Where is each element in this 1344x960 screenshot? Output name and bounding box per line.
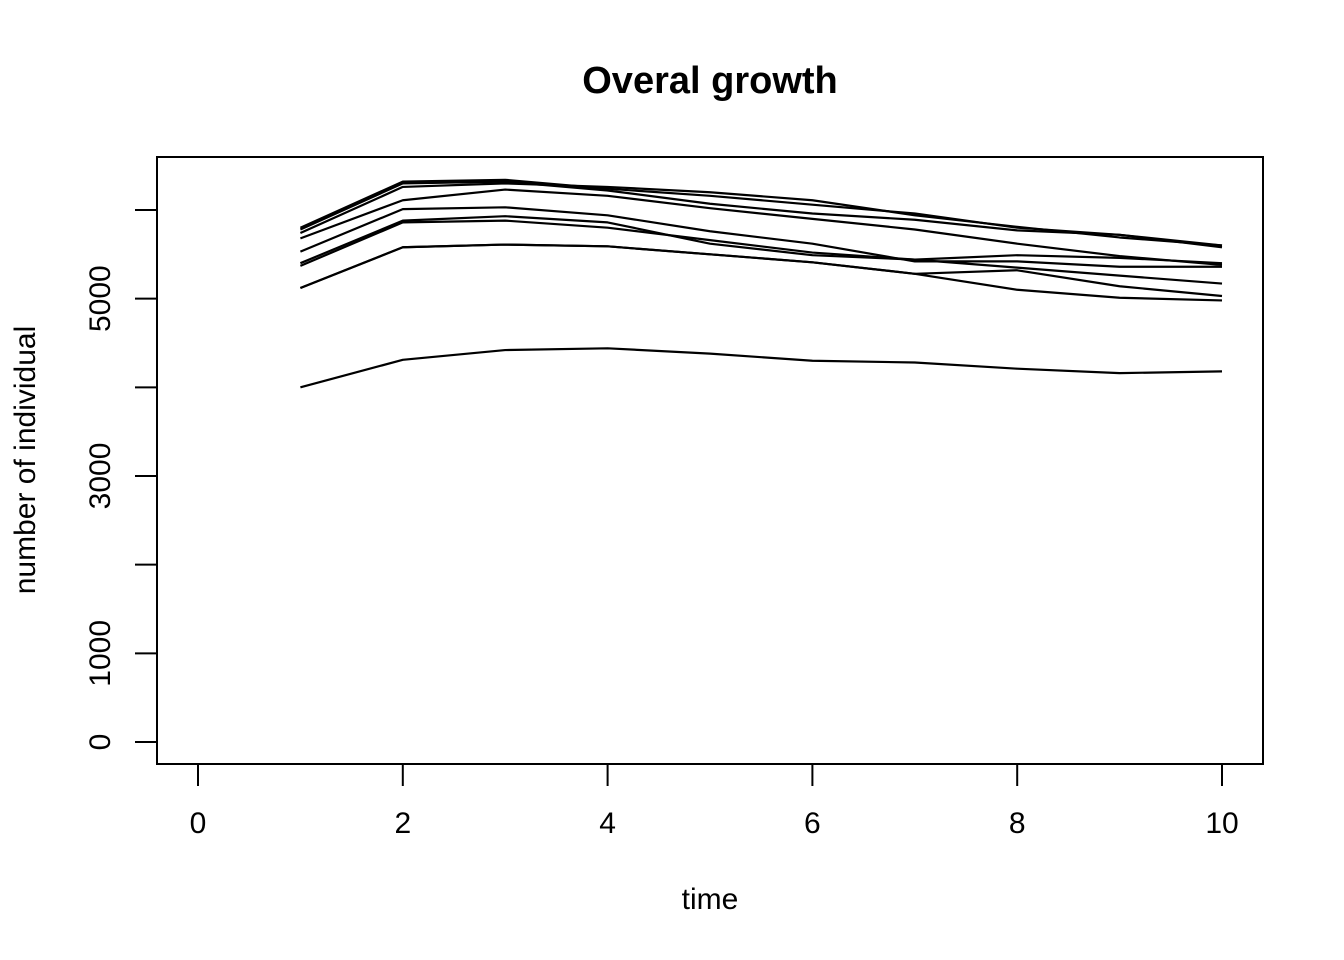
x-tick-label: 2 bbox=[394, 807, 411, 840]
series-line-6 bbox=[299, 215, 1223, 265]
plot-frame bbox=[156, 156, 1264, 765]
series-line-3 bbox=[299, 182, 1223, 247]
x-axis: 0 2 4 6 8 10 bbox=[190, 763, 1239, 840]
series-line-4 bbox=[300, 188, 1223, 267]
x-tick-label: 0 bbox=[190, 807, 207, 840]
y-tick-label: 3000 bbox=[84, 443, 117, 510]
series-line-5 bbox=[299, 206, 1222, 268]
y-tick-label: 1000 bbox=[84, 620, 117, 687]
y-axis: 0 1000 3000 5000 bbox=[84, 208, 158, 751]
y-tick-label: 5000 bbox=[84, 265, 117, 332]
x-tick-label: 4 bbox=[599, 807, 616, 840]
x-axis-label: time bbox=[682, 883, 739, 916]
y-tick-label: 0 bbox=[84, 734, 117, 751]
x-tick-label: 10 bbox=[1205, 807, 1238, 840]
series-line-10 bbox=[300, 347, 1223, 389]
x-tick-label: 6 bbox=[804, 807, 821, 840]
series-line-9 bbox=[299, 243, 1223, 298]
series-lines bbox=[299, 178, 1223, 389]
chart-title: Overal growth bbox=[582, 60, 838, 102]
y-axis-label: number of individual bbox=[9, 326, 42, 595]
series-line-7 bbox=[299, 219, 1223, 285]
x-tick-label: 8 bbox=[1009, 807, 1026, 840]
